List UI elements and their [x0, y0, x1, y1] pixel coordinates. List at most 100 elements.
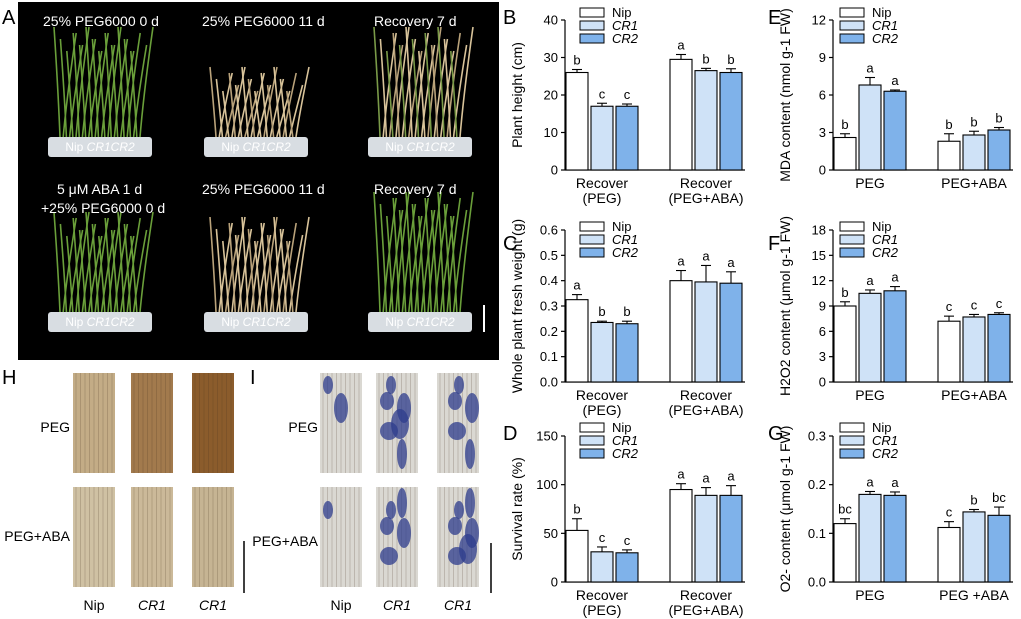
- nbt-stain: [397, 488, 407, 518]
- legend-label: CR2: [872, 446, 899, 461]
- bar-nip: [669, 488, 693, 583]
- plant-leaf: [379, 38, 388, 138]
- pot-tray: [48, 312, 152, 332]
- significance-letter: c: [599, 86, 606, 101]
- photo-a-label-1: 25% PEG6000 0 d: [43, 13, 159, 29]
- plant-leaf: [123, 38, 132, 138]
- plant-leaf: [247, 228, 256, 313]
- chart-e: E 0 3 6 9 12 MDA content (nmol g-1 FW) b a a PEG b b…: [768, 5, 1013, 191]
- significance-letter: c: [946, 505, 953, 520]
- plant-leaf: [117, 26, 125, 138]
- plant-leaf: [273, 216, 281, 313]
- plant-leaf: [104, 217, 112, 313]
- nbt-stain: [448, 422, 466, 440]
- significance-letter: a: [891, 475, 899, 490]
- plant-leaf: [132, 229, 148, 313]
- panel-letter-i: I: [250, 367, 256, 389]
- nbt-stain: [380, 547, 398, 565]
- plant-leaf: [446, 197, 461, 313]
- chart-c: C 0.0 0.1 0.2 0.3 0.4 0.5 0.6 Whole plant fresh …: [503, 219, 745, 418]
- y-tick-label: 12: [812, 273, 826, 288]
- leaf-sample: [437, 487, 479, 587]
- y-tick-label: 20: [544, 88, 558, 103]
- pot-tray: [204, 312, 308, 332]
- row-label-i-peg: PEG: [288, 419, 318, 435]
- plant-leaf: [443, 203, 452, 313]
- panel-letter: D: [503, 423, 517, 445]
- y-axis-label: H2O2 content (μmol g-1 FW): [777, 216, 793, 396]
- bar-nip: [833, 136, 857, 171]
- category-label: (PEG+ABA): [668, 602, 743, 618]
- legend-label: Nip: [872, 219, 892, 234]
- significance-letter: b: [573, 53, 580, 68]
- plant-leaf: [286, 240, 294, 313]
- pot-tray: [204, 137, 308, 157]
- category-label: Recover: [576, 387, 628, 403]
- nbt-stain: [465, 488, 475, 518]
- plant-leaf: [437, 191, 445, 313]
- legend-swatch-cr2: [839, 33, 865, 44]
- y-tick-label: 0.2: [808, 477, 826, 492]
- legend-swatch-nip: [839, 7, 865, 18]
- row-label-i-pegaba: PEG+ABA: [252, 533, 318, 549]
- plant-leaf: [110, 44, 119, 138]
- leaf-sample: [131, 373, 173, 473]
- plant-leaf: [405, 26, 413, 138]
- category-label: (PEG): [583, 190, 622, 206]
- nbt-stain: [323, 501, 333, 519]
- pot-genotype-label: Nip CR1CR2: [385, 315, 455, 329]
- nbt-stain: [459, 534, 477, 564]
- y-tick-label: 0.1: [540, 349, 558, 364]
- plant-leaf: [78, 44, 87, 138]
- legend-swatch-cr1: [839, 435, 865, 446]
- plant-leaf: [117, 211, 125, 313]
- plant-leaf: [282, 222, 297, 313]
- pot-genotype-label: Nip CR1CR2: [221, 315, 291, 329]
- significance-letter: a: [702, 248, 710, 263]
- panel-letter: C: [503, 233, 517, 255]
- category-label: PEG+ABA: [941, 387, 1007, 403]
- plant-leaf: [379, 203, 388, 313]
- plant-leaf: [85, 211, 93, 313]
- bar-cr1: [858, 84, 882, 171]
- category-label: PEG: [855, 175, 885, 191]
- leaf-sample: [73, 373, 115, 473]
- category-label: (PEG): [583, 602, 622, 618]
- y-tick-label: 10: [544, 125, 558, 140]
- plant-leaf: [256, 84, 272, 138]
- plant-leaf: [266, 84, 275, 138]
- significance-letter: a: [573, 278, 581, 293]
- photo-a-label-3: Recovery 7 d: [374, 13, 456, 29]
- plant-leaf: [132, 44, 148, 138]
- bar-nip: [833, 305, 857, 383]
- bar-nip: [669, 58, 693, 171]
- y-tick-label: 0.6: [540, 223, 558, 238]
- plant-leaf: [215, 228, 224, 313]
- panel-letter-h: H: [2, 367, 16, 389]
- plant-leaf: [130, 50, 138, 138]
- plant-leaf: [104, 32, 112, 138]
- leaf-sample: [73, 487, 115, 587]
- y-tick-label: 0: [551, 163, 558, 178]
- significance-letter: c: [624, 87, 631, 102]
- y-tick-label: 0.0: [808, 575, 826, 590]
- plant-leaf: [228, 222, 236, 313]
- category-label: (PEG+ABA): [668, 402, 743, 418]
- leaf-surface: [192, 373, 234, 473]
- photo-a-label-4: 5 μM ABA 1 d: [57, 181, 142, 197]
- legend-label: CR1: [872, 433, 898, 448]
- y-tick-label: 18: [812, 223, 826, 238]
- plant-leaf: [59, 38, 68, 138]
- plant-leaf: [91, 38, 100, 138]
- nbt-stain: [334, 393, 348, 423]
- plant-leaf: [288, 84, 304, 138]
- plant-leaf: [66, 50, 74, 138]
- bar-cr2: [883, 90, 907, 171]
- plant-leaf: [269, 78, 285, 138]
- bar-nip: [937, 526, 961, 583]
- chart-f: F 0 3 6 9 12 15 18 H2O2 content (μmol g-1 FW) b a a…: [768, 216, 1013, 403]
- plant-leaf: [411, 203, 420, 313]
- plant-leaf: [430, 44, 439, 138]
- legend-swatch-nip: [579, 422, 605, 433]
